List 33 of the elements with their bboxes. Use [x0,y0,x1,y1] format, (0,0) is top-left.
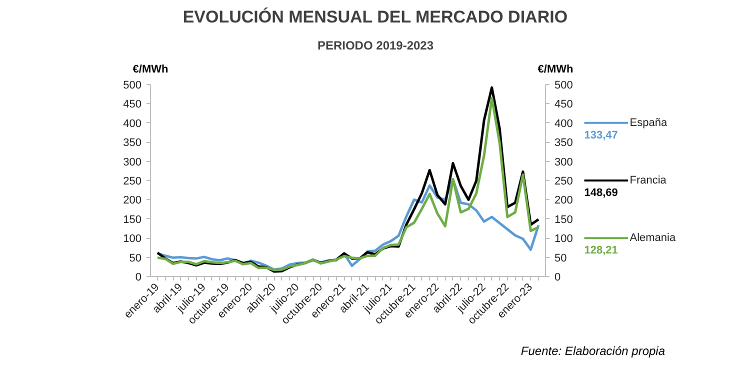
y-tick-label: 300 [123,156,142,168]
legend-label: Francia [630,174,668,186]
y-tick-label: 400 [123,118,142,130]
text: 133,47 [584,129,618,142]
y2-tick-label: 0 [554,272,561,284]
y2-tick-label: 500 [554,80,573,92]
y2-tick-label: 250 [554,176,573,188]
y-tick-label: 150 [123,214,142,226]
y-tick-label: 100 [123,233,142,246]
y-tick-label: 50 [129,252,142,264]
y-tick-label: 500 [123,80,142,92]
y-tick-label: 250 [123,176,142,188]
y2-tick-label: 350 [554,137,573,150]
y-tick-label: 450 [123,98,142,111]
y2-tick-label: 100 [554,233,573,246]
y2-tick-label: 300 [554,156,573,168]
chart-subtitle: PERIODO 2019-2023 [317,38,434,52]
y-axis-title: €/MWh [132,64,168,76]
source-note: Fuente: Elaboración propia [520,343,665,360]
y2-tick-label: 200 [554,194,573,207]
y2-tick-label: 50 [554,252,567,264]
chart-title: EVOLUCIÓN MENSUAL DEL MERCADO DIARIO [182,6,568,26]
y-tick-label: 350 [123,137,142,150]
y2-tick-label: 150 [554,214,573,226]
legend-label: España [630,116,668,129]
y-tick-label: 0 [135,272,142,284]
y2-axis-title: €/MWh [538,64,574,76]
y-tick-label: 200 [123,194,142,207]
text: 148,69 [584,187,618,200]
legend-label: Alemania [630,232,676,244]
y2-tick-label: 450 [554,98,573,111]
text: 128,21 [584,244,618,257]
y2-tick-label: 400 [554,118,573,130]
